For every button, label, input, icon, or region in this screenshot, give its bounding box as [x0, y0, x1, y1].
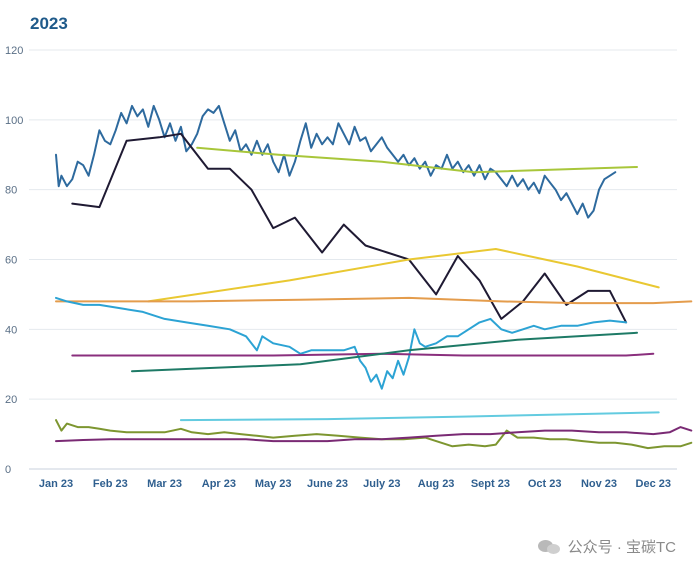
x-tick-label: Mar 23 — [147, 478, 182, 490]
x-tick-label: Nov 23 — [581, 478, 617, 490]
y-tick-label: 40 — [5, 324, 17, 336]
y-tick-label: 120 — [5, 45, 23, 57]
x-tick-label: Feb 23 — [93, 478, 128, 490]
y-tick-label: 60 — [5, 255, 17, 267]
series-line-dark-blue-volatile — [55, 104, 617, 219]
wechat-icon — [537, 538, 562, 556]
y-tick-label: 80 — [5, 185, 17, 197]
watermark: 公众号 · 宝碳TC — [537, 536, 676, 557]
x-tick-label: Jan 23 — [39, 478, 73, 490]
watermark-text: 公众号 · 宝碳TC — [567, 539, 676, 556]
series-line-sky-blue — [179, 411, 660, 422]
series-line-purple — [71, 352, 655, 357]
series-line-yellow — [147, 248, 660, 303]
x-tick-label: May 23 — [255, 478, 292, 490]
series-line-black — [71, 132, 628, 324]
series-line-light-blue-volatile — [55, 296, 628, 390]
chart-title: 2023 — [30, 14, 68, 33]
x-tick-label: Apr 23 — [202, 478, 236, 490]
x-tick-label: July 23 — [363, 478, 400, 490]
series-line-orange — [55, 296, 693, 305]
series-line-yellow-green — [196, 146, 638, 174]
x-tick-label: Aug 23 — [418, 478, 455, 490]
x-tick-label: June 23 — [307, 478, 348, 490]
series-line-olive — [55, 419, 693, 450]
series-line-magenta — [55, 426, 693, 443]
y-tick-label: 0 — [5, 464, 11, 476]
x-tick-label: Sept 23 — [471, 478, 510, 490]
series-line-teal — [131, 331, 638, 373]
x-tick-label: Oct 23 — [528, 478, 562, 490]
y-tick-label: 100 — [5, 115, 23, 127]
y-tick-label: 20 — [5, 394, 17, 406]
x-tick-label: Dec 23 — [636, 478, 671, 490]
